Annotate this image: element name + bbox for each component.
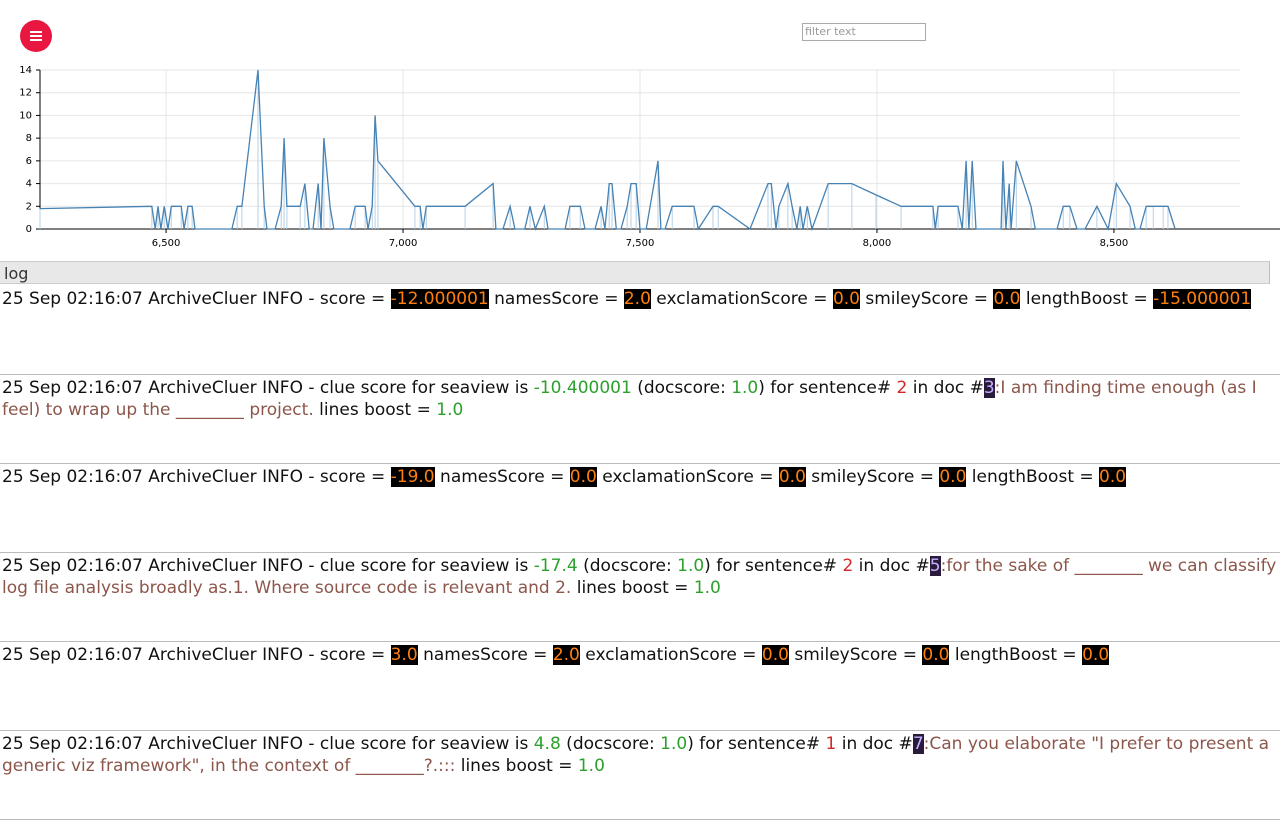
x-tick-label: 8,000: [863, 238, 892, 249]
line: [39, 69, 1176, 232]
log-text: smileyScore =: [805, 467, 940, 487]
x-tick-label: 6,500: [152, 238, 181, 249]
log-text: 0.0: [922, 645, 950, 665]
log-text: in doc #: [853, 556, 930, 576]
y-tick-label: 0: [26, 224, 32, 235]
log-text: ) for sentence#: [704, 556, 843, 576]
chart: 0 2 4 6 8 10 12 14 6,500 7,000 7,500 8,000 8,500: [19, 65, 1280, 249]
log-text: 1.0: [436, 400, 464, 420]
log-text: 1.0: [731, 378, 759, 398]
log-text: smileyScore =: [788, 645, 923, 665]
log-text: -17.4: [533, 556, 578, 576]
log-text: lines boost =: [455, 756, 578, 776]
log-text: 2.0: [552, 645, 580, 665]
log-text: 1.0: [693, 578, 721, 598]
y-tick-label: 6: [26, 156, 32, 167]
log-text: in doc #: [836, 734, 913, 754]
log-text: -10.400001: [533, 378, 632, 398]
log-text: 25 Sep 02:16:07 ArchiveCluer INFO - scor…: [2, 645, 391, 665]
log-entry: 25 Sep 02:16:07 ArchiveCluer INFO - clue…: [0, 731, 1280, 820]
log-text: lengthBoost =: [949, 645, 1083, 665]
log-text: -12.000001: [390, 289, 489, 309]
log-entry: 25 Sep 02:16:07 ArchiveCluer INFO - scor…: [0, 642, 1280, 731]
log-text: 2: [842, 556, 854, 576]
log-text: 25 Sep 02:16:07 ArchiveCluer INFO - scor…: [2, 467, 391, 487]
log-text: 2.0: [623, 289, 651, 309]
log-text: 25 Sep 02:16:07 ArchiveCluer INFO - clue…: [2, 556, 534, 576]
log-text: lengthBoost =: [966, 467, 1100, 487]
log-text: namesScore =: [434, 467, 570, 487]
log-text: 2: [896, 378, 908, 398]
log-text: 25 Sep 02:16:07 ArchiveCluer INFO - scor…: [2, 289, 391, 309]
log-entry: 25 Sep 02:16:07 ArchiveCluer INFO - scor…: [0, 464, 1280, 553]
log-text: 0.0: [832, 289, 860, 309]
log-text: -15.000001: [1153, 289, 1252, 309]
log-header: log: [0, 261, 1270, 284]
x-tick-label: 7,500: [626, 238, 655, 249]
log-text: 1: [825, 734, 837, 754]
log-text: 4.8: [533, 734, 561, 754]
log-text: 0.0: [761, 645, 789, 665]
log-text: smileyScore =: [859, 289, 994, 309]
log-text: namesScore =: [488, 289, 624, 309]
log-text: (docscore:: [577, 556, 678, 576]
log-text: 0.0: [1082, 645, 1110, 665]
log-entry: 25 Sep 02:16:07 ArchiveCluer INFO - clue…: [0, 553, 1280, 642]
x-tick-label: 7,000: [389, 238, 418, 249]
log-text: 3: [983, 378, 995, 398]
log-text: 5: [929, 556, 941, 576]
log-text: 7: [912, 734, 924, 754]
y-tick-label: 4: [26, 179, 32, 190]
log-entry: 25 Sep 02:16:07 ArchiveCluer INFO - clue…: [0, 375, 1280, 464]
log-text: -19.0: [390, 467, 435, 487]
y-tick-label: 2: [26, 201, 32, 212]
y-tick-label: 12: [19, 88, 32, 99]
log-text: :I am finding time enough (as I feel) to…: [2, 378, 1257, 420]
log-text: 0.0: [778, 467, 806, 487]
log-text: :Can you elaborate "I prefer to present …: [2, 734, 1270, 776]
x-tick-label: 8,500: [1100, 238, 1129, 249]
log-text: 1.0: [677, 556, 705, 576]
log-text: :for the sake of ________ we can classif…: [2, 556, 1277, 598]
log-text: exclamationScore =: [650, 289, 833, 309]
y-tick-label: 10: [19, 110, 32, 121]
log-text: exclamationScore =: [579, 645, 762, 665]
log-text: ) for sentence#: [687, 734, 826, 754]
log-text: 0.0: [939, 467, 967, 487]
log-text: 1.0: [660, 734, 688, 754]
log-text: 25 Sep 02:16:07 ArchiveCluer INFO - clue…: [2, 378, 534, 398]
log-text: 25 Sep 02:16:07 ArchiveCluer INFO - clue…: [2, 734, 534, 754]
log-text: 3.0: [390, 645, 418, 665]
log-text: lines boost =: [313, 400, 437, 420]
log-entry: 25 Sep 02:16:07 ArchiveCluer INFO - scor…: [0, 286, 1280, 375]
log-text: 0.0: [569, 467, 597, 487]
log-text: ) for sentence#: [758, 378, 897, 398]
log-text: lines boost =: [571, 578, 694, 598]
log-text: 0.0: [1099, 467, 1127, 487]
menu-button[interactable]: [20, 20, 52, 52]
log-text: lengthBoost =: [1020, 289, 1154, 309]
log-text: 1.0: [577, 756, 605, 776]
log-text: in doc #: [907, 378, 984, 398]
log-text: (docscore:: [631, 378, 732, 398]
log-text: namesScore =: [417, 645, 553, 665]
log-text: (docscore:: [560, 734, 661, 754]
page: filter text 0 2 4 6 8 10 12 14 6,500 7,000 7,500 8,…: [0, 20, 1280, 820]
filter-input[interactable]: filter text: [802, 23, 926, 41]
y-tick-label: 8: [26, 133, 32, 144]
y-tick-label: 14: [19, 65, 32, 76]
log-text: 0.0: [993, 289, 1021, 309]
log-text: exclamationScore =: [596, 467, 779, 487]
log-list: 25 Sep 02:16:07 ArchiveCluer INFO - scor…: [0, 286, 1280, 820]
